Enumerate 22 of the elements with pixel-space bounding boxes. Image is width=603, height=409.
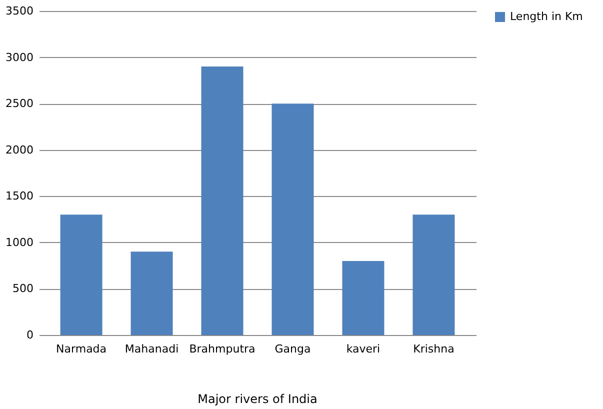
y-tick-label: 3000 — [6, 50, 34, 64]
x-tick-label: Krishna — [413, 342, 454, 356]
y-tick-label: 1000 — [6, 236, 34, 249]
x-tick-label: Brahmputra — [189, 342, 256, 356]
bar — [272, 104, 314, 335]
y-tick-label: 3500 — [6, 4, 34, 18]
y-tick-label: 2000 — [6, 143, 34, 156]
bar — [130, 252, 173, 335]
y-tick-label: 1500 — [6, 190, 34, 203]
bar — [201, 66, 244, 335]
x-tick-label: Mahanadi — [124, 342, 179, 356]
text: Major rivers of India — [198, 392, 318, 406]
bar — [342, 260, 384, 335]
x-tick-label: Narmada — [56, 342, 107, 356]
bar — [60, 214, 102, 335]
x-tick-label: Ganga — [274, 342, 311, 356]
y-tick-label: 0 — [26, 328, 34, 342]
legend-label: Length in Km — [510, 10, 583, 23]
y-tick-label: 2500 — [6, 97, 34, 110]
bar — [412, 214, 455, 335]
x-tick-label: kaveri — [346, 342, 380, 356]
y-tick-label: 500 — [12, 282, 34, 296]
